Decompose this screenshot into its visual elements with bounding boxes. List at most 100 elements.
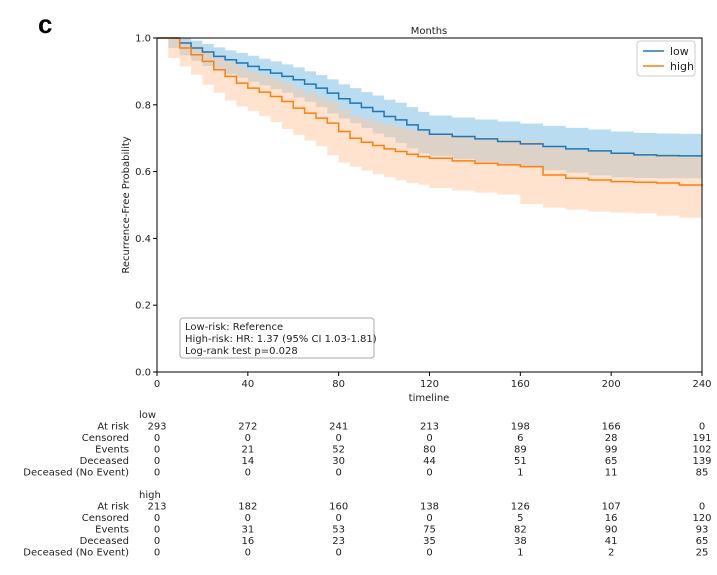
risk-cell: 38	[514, 536, 527, 547]
risk-cell: 182	[238, 502, 257, 513]
annotation-box: Low-risk: Reference High-risk: HR: 1.37 …	[179, 317, 377, 359]
risk-cell: 0	[699, 502, 705, 513]
survival-line-low	[157, 37, 702, 157]
x-tick-label: 200	[602, 379, 621, 390]
risk-cell: 16	[605, 513, 618, 524]
y-tick-label: 1.0	[135, 34, 151, 45]
risk-row-label: Censored	[82, 433, 129, 444]
x-tick-label: 80	[332, 379, 345, 390]
risk-cell: 0	[154, 525, 160, 536]
risk-row-label: Censored	[82, 513, 129, 524]
risk-cell: 5	[517, 513, 523, 524]
annotation-line-2: High-risk: HR: 1.37 (95% CI 1.03-1.81)	[185, 334, 377, 345]
x-tick-label: 160	[511, 379, 530, 390]
risk-cell: 99	[605, 445, 618, 456]
risk-cell: 90	[605, 525, 618, 536]
risk-row-label: Deceased	[80, 456, 129, 467]
risk-cell: 51	[514, 456, 527, 467]
x-tick-label: 40	[241, 379, 254, 390]
risk-cell: 0	[335, 513, 341, 524]
risk-row-label: Deceased	[80, 536, 129, 547]
risk-cell: 120	[692, 513, 711, 524]
risk-cell: 16	[241, 536, 254, 547]
risk-cell: 65	[605, 456, 618, 467]
risk-row-label: Events	[95, 525, 129, 536]
y-axis-label: Recurrence-Free Probability	[121, 136, 132, 273]
risk-cell: 53	[332, 525, 345, 536]
risk-cell: 35	[423, 536, 436, 547]
y-tick-label: 0.8	[135, 100, 151, 111]
y-tick-label: 0.6	[135, 167, 151, 178]
x-tick-label: 0	[154, 379, 160, 390]
risk-row-label: Events	[95, 445, 129, 456]
risk-cell: 1	[517, 468, 523, 479]
risk-cell: 0	[154, 468, 160, 479]
risk-cell: 6	[517, 433, 523, 444]
risk-cell: 166	[602, 422, 621, 433]
risk-cell: 126	[511, 502, 530, 513]
risk-cell: 44	[423, 456, 436, 467]
risk-cell: 89	[514, 445, 527, 456]
risk-cell: 0	[335, 433, 341, 444]
risk-cell: 0	[245, 468, 251, 479]
risk-cell: 138	[420, 502, 439, 513]
risk-cell: 65	[696, 536, 709, 547]
risk-cell: 0	[335, 548, 341, 559]
chart-title: Months	[411, 26, 448, 37]
risk-cell: 30	[332, 456, 345, 467]
risk-cell: 0	[154, 536, 160, 547]
legend: low high	[636, 40, 696, 77]
annotation-frame	[179, 317, 375, 359]
risk-cell: 2	[608, 548, 614, 559]
risk-cell: 25	[696, 548, 709, 559]
risk-group-low: low	[139, 410, 156, 421]
risk-cell: 85	[696, 468, 709, 479]
risk-cell: 0	[154, 548, 160, 559]
risk-row-label: At risk	[97, 502, 129, 513]
risk-row-label: Deceased (No Event)	[23, 468, 129, 479]
risk-cell: 213	[147, 502, 166, 513]
risk-cell: 198	[511, 422, 530, 433]
risk-cell: 293	[147, 422, 166, 433]
risk-cell: 160	[329, 502, 348, 513]
survival-line-high	[157, 37, 703, 187]
risk-cell: 82	[514, 525, 527, 536]
risk-cell: 0	[154, 433, 160, 444]
risk-cell: 107	[602, 502, 621, 513]
risk-cell: 0	[154, 513, 160, 524]
x-tick-label: 120	[420, 379, 439, 390]
risk-cell: 0	[426, 433, 432, 444]
risk-cell: 31	[241, 525, 254, 536]
plot-area: 0 40 80 120 160 200 240 0.0 0.2 0.4 0.6 0.8 1.0	[135, 34, 711, 391]
risk-cell: 0	[335, 468, 341, 479]
risk-cell: 21	[241, 445, 254, 456]
risk-cell: 0	[245, 433, 251, 444]
x-tick-label: 240	[692, 379, 711, 390]
risk-cell: 1	[517, 548, 523, 559]
risk-cell: 213	[420, 422, 439, 433]
risk-cell: 93	[696, 525, 709, 536]
risk-cell: 14	[241, 456, 254, 467]
risk-cell: 241	[329, 422, 348, 433]
legend-label-high: high	[670, 60, 694, 73]
risk-cell: 52	[332, 445, 345, 456]
risk-cell: 23	[332, 536, 345, 547]
risk-cell: 102	[692, 445, 711, 456]
risk-cell: 75	[423, 525, 436, 536]
y-tick-label: 0.4	[135, 234, 151, 245]
risk-cell: 0	[245, 513, 251, 524]
risk-cell: 0	[426, 468, 432, 479]
risk-cell: 11	[605, 468, 618, 479]
annotation-line-3: Log-rank test p=0.028	[185, 346, 298, 357]
risk-cell: 0	[154, 445, 160, 456]
risk-group-high: high	[139, 490, 161, 501]
panel-label: c	[38, 9, 52, 39]
x-axis-label: timeline	[409, 393, 450, 404]
legend-label-low: low	[670, 45, 689, 58]
legend-box	[636, 40, 696, 77]
risk-cell: 191	[692, 433, 711, 444]
risk-cell: 272	[238, 422, 257, 433]
ci-band-low	[157, 38, 702, 179]
